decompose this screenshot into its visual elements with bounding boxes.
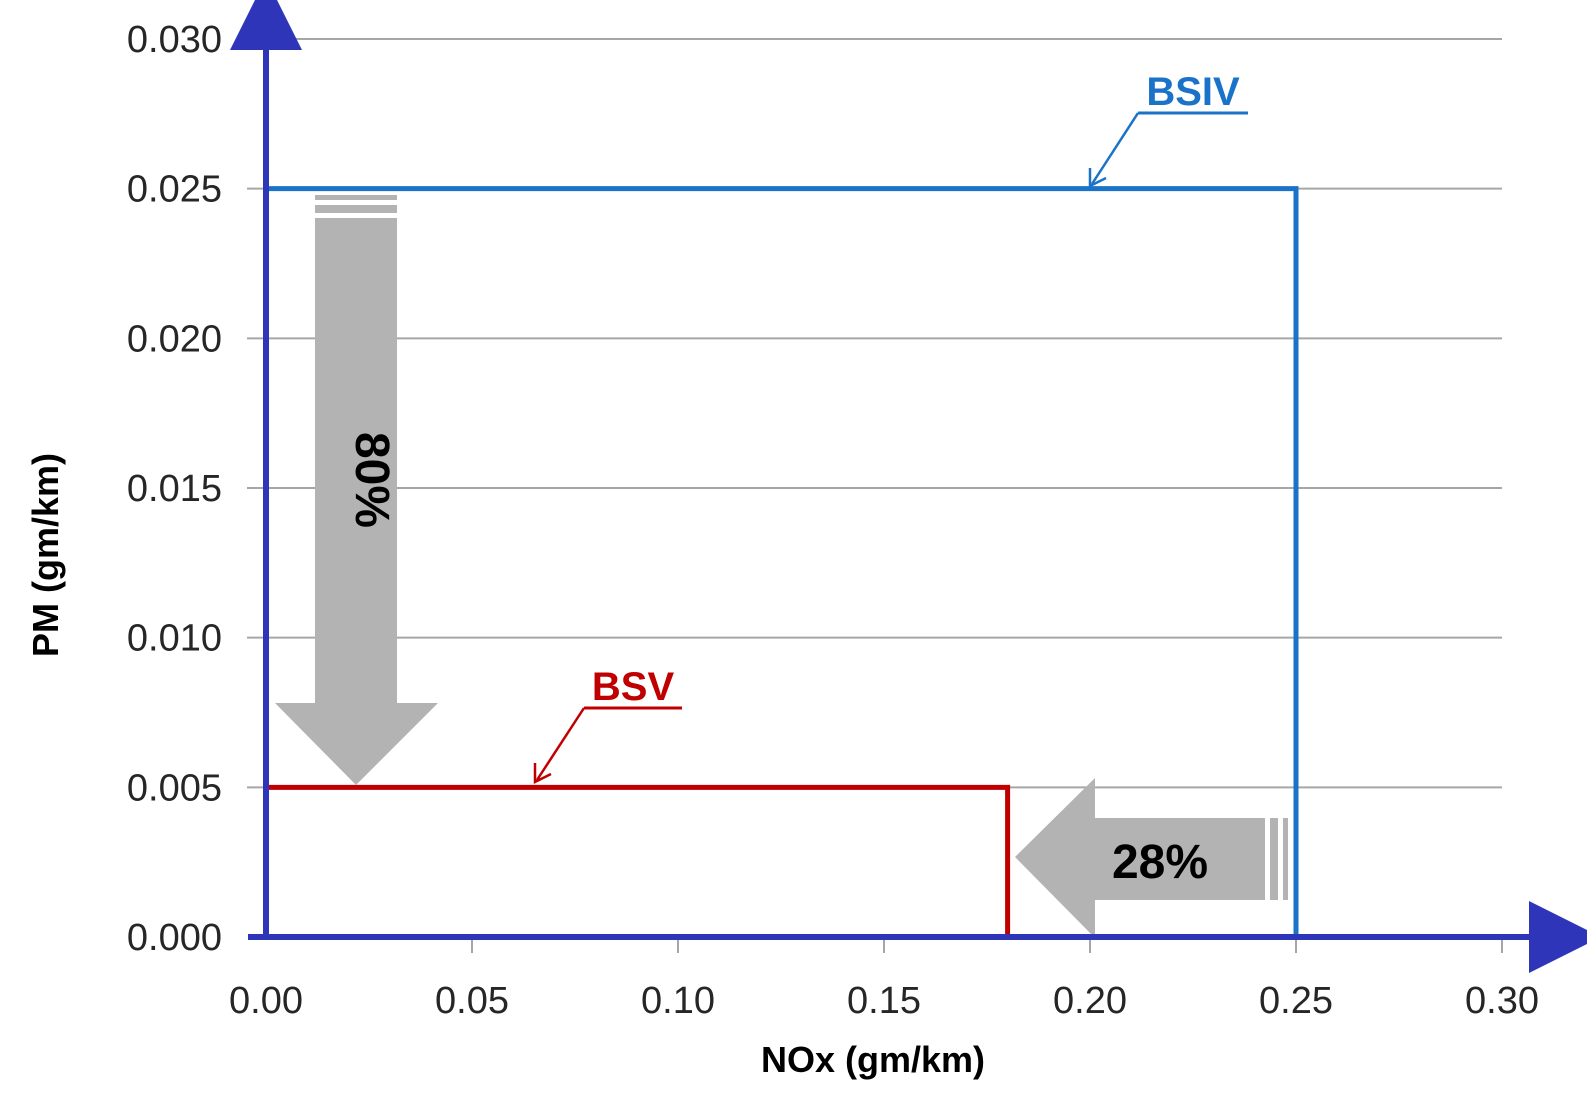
- x-tick-label: 0.15: [847, 980, 921, 1022]
- x-tick-label: 0.05: [435, 980, 509, 1022]
- y-tick-label: 0.025: [127, 169, 222, 211]
- series-lines: [266, 186, 1299, 937]
- nox-reduction-label: 28%: [1112, 836, 1208, 889]
- y-tick-label: 0.020: [127, 318, 222, 360]
- bsv-label: BSV: [592, 665, 675, 709]
- y-axis-title: PM (gm/km): [25, 453, 66, 657]
- series-line-bsiv: [266, 186, 1299, 937]
- x-tick-label: 0.20: [1053, 980, 1127, 1022]
- nox-reduction-arrow: 28%: [1015, 778, 1288, 938]
- gridlines: [247, 38, 1503, 953]
- y-tick-label: 0.030: [127, 19, 222, 61]
- bsiv-label: BSIV: [1146, 70, 1240, 114]
- y-tick-label: 0.000: [127, 917, 222, 959]
- y-tick-label: 0.005: [127, 767, 222, 809]
- bsiv-callout: BSIV: [1088, 70, 1248, 189]
- series-line-bsv: [266, 784, 1011, 937]
- pm-reduction-arrow: 80%: [275, 195, 438, 785]
- pm-reduction-label: 80%: [345, 432, 398, 528]
- x-tick-label: 0.00: [229, 980, 303, 1022]
- y-tick-labels: 0.000 0.005 0.010 0.015 0.020 0.025 0.030: [127, 19, 222, 959]
- x-axis-title: NOx (gm/km): [761, 1039, 985, 1080]
- y-tick-label: 0.015: [127, 468, 222, 510]
- y-tick-label: 0.010: [127, 618, 222, 660]
- x-tick-label: 0.25: [1259, 980, 1333, 1022]
- x-tick-label: 0.30: [1465, 980, 1539, 1022]
- bsv-callout: BSV: [533, 665, 682, 785]
- x-tick-label: 0.10: [641, 980, 715, 1022]
- x-tick-labels: 0.00 0.05 0.10 0.15 0.20 0.25 0.30: [229, 980, 1539, 1022]
